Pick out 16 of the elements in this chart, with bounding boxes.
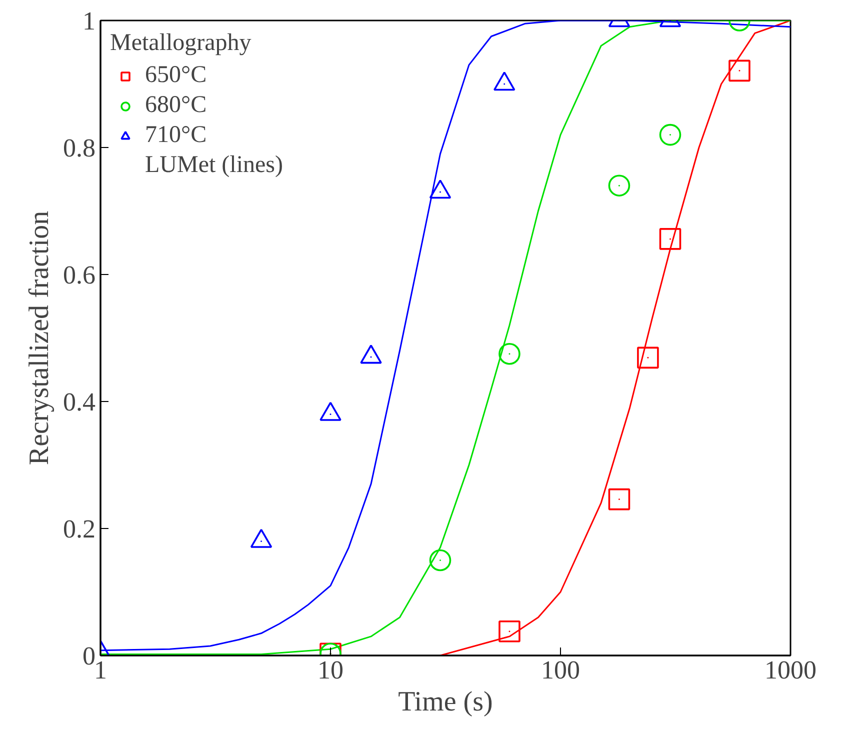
y-tick-label: 0.6 — [63, 260, 96, 290]
legend-label: 680°C — [145, 92, 207, 119]
y-tick-label: 0.4 — [63, 388, 96, 416]
y-tick-label: 0 — [82, 642, 96, 670]
legend-title: Metallography — [110, 30, 252, 57]
annotation: LUMet (lines) — [145, 152, 283, 179]
x-tick-label: 100 — [541, 656, 580, 684]
x-tick-label: 1000 — [764, 656, 816, 684]
y-tick-label: 1 — [82, 6, 96, 36]
y-tick-label: 0.2 — [63, 514, 96, 544]
legend-label: 650°C — [145, 62, 207, 89]
x-axis-title: Time (s) — [398, 686, 493, 718]
y-axis-title: Recrystallized fraction — [24, 210, 55, 466]
y-tick-label: 0.8 — [63, 134, 96, 162]
legend-label: 710°C — [145, 122, 207, 149]
x-tick-label: 10 — [318, 656, 344, 684]
